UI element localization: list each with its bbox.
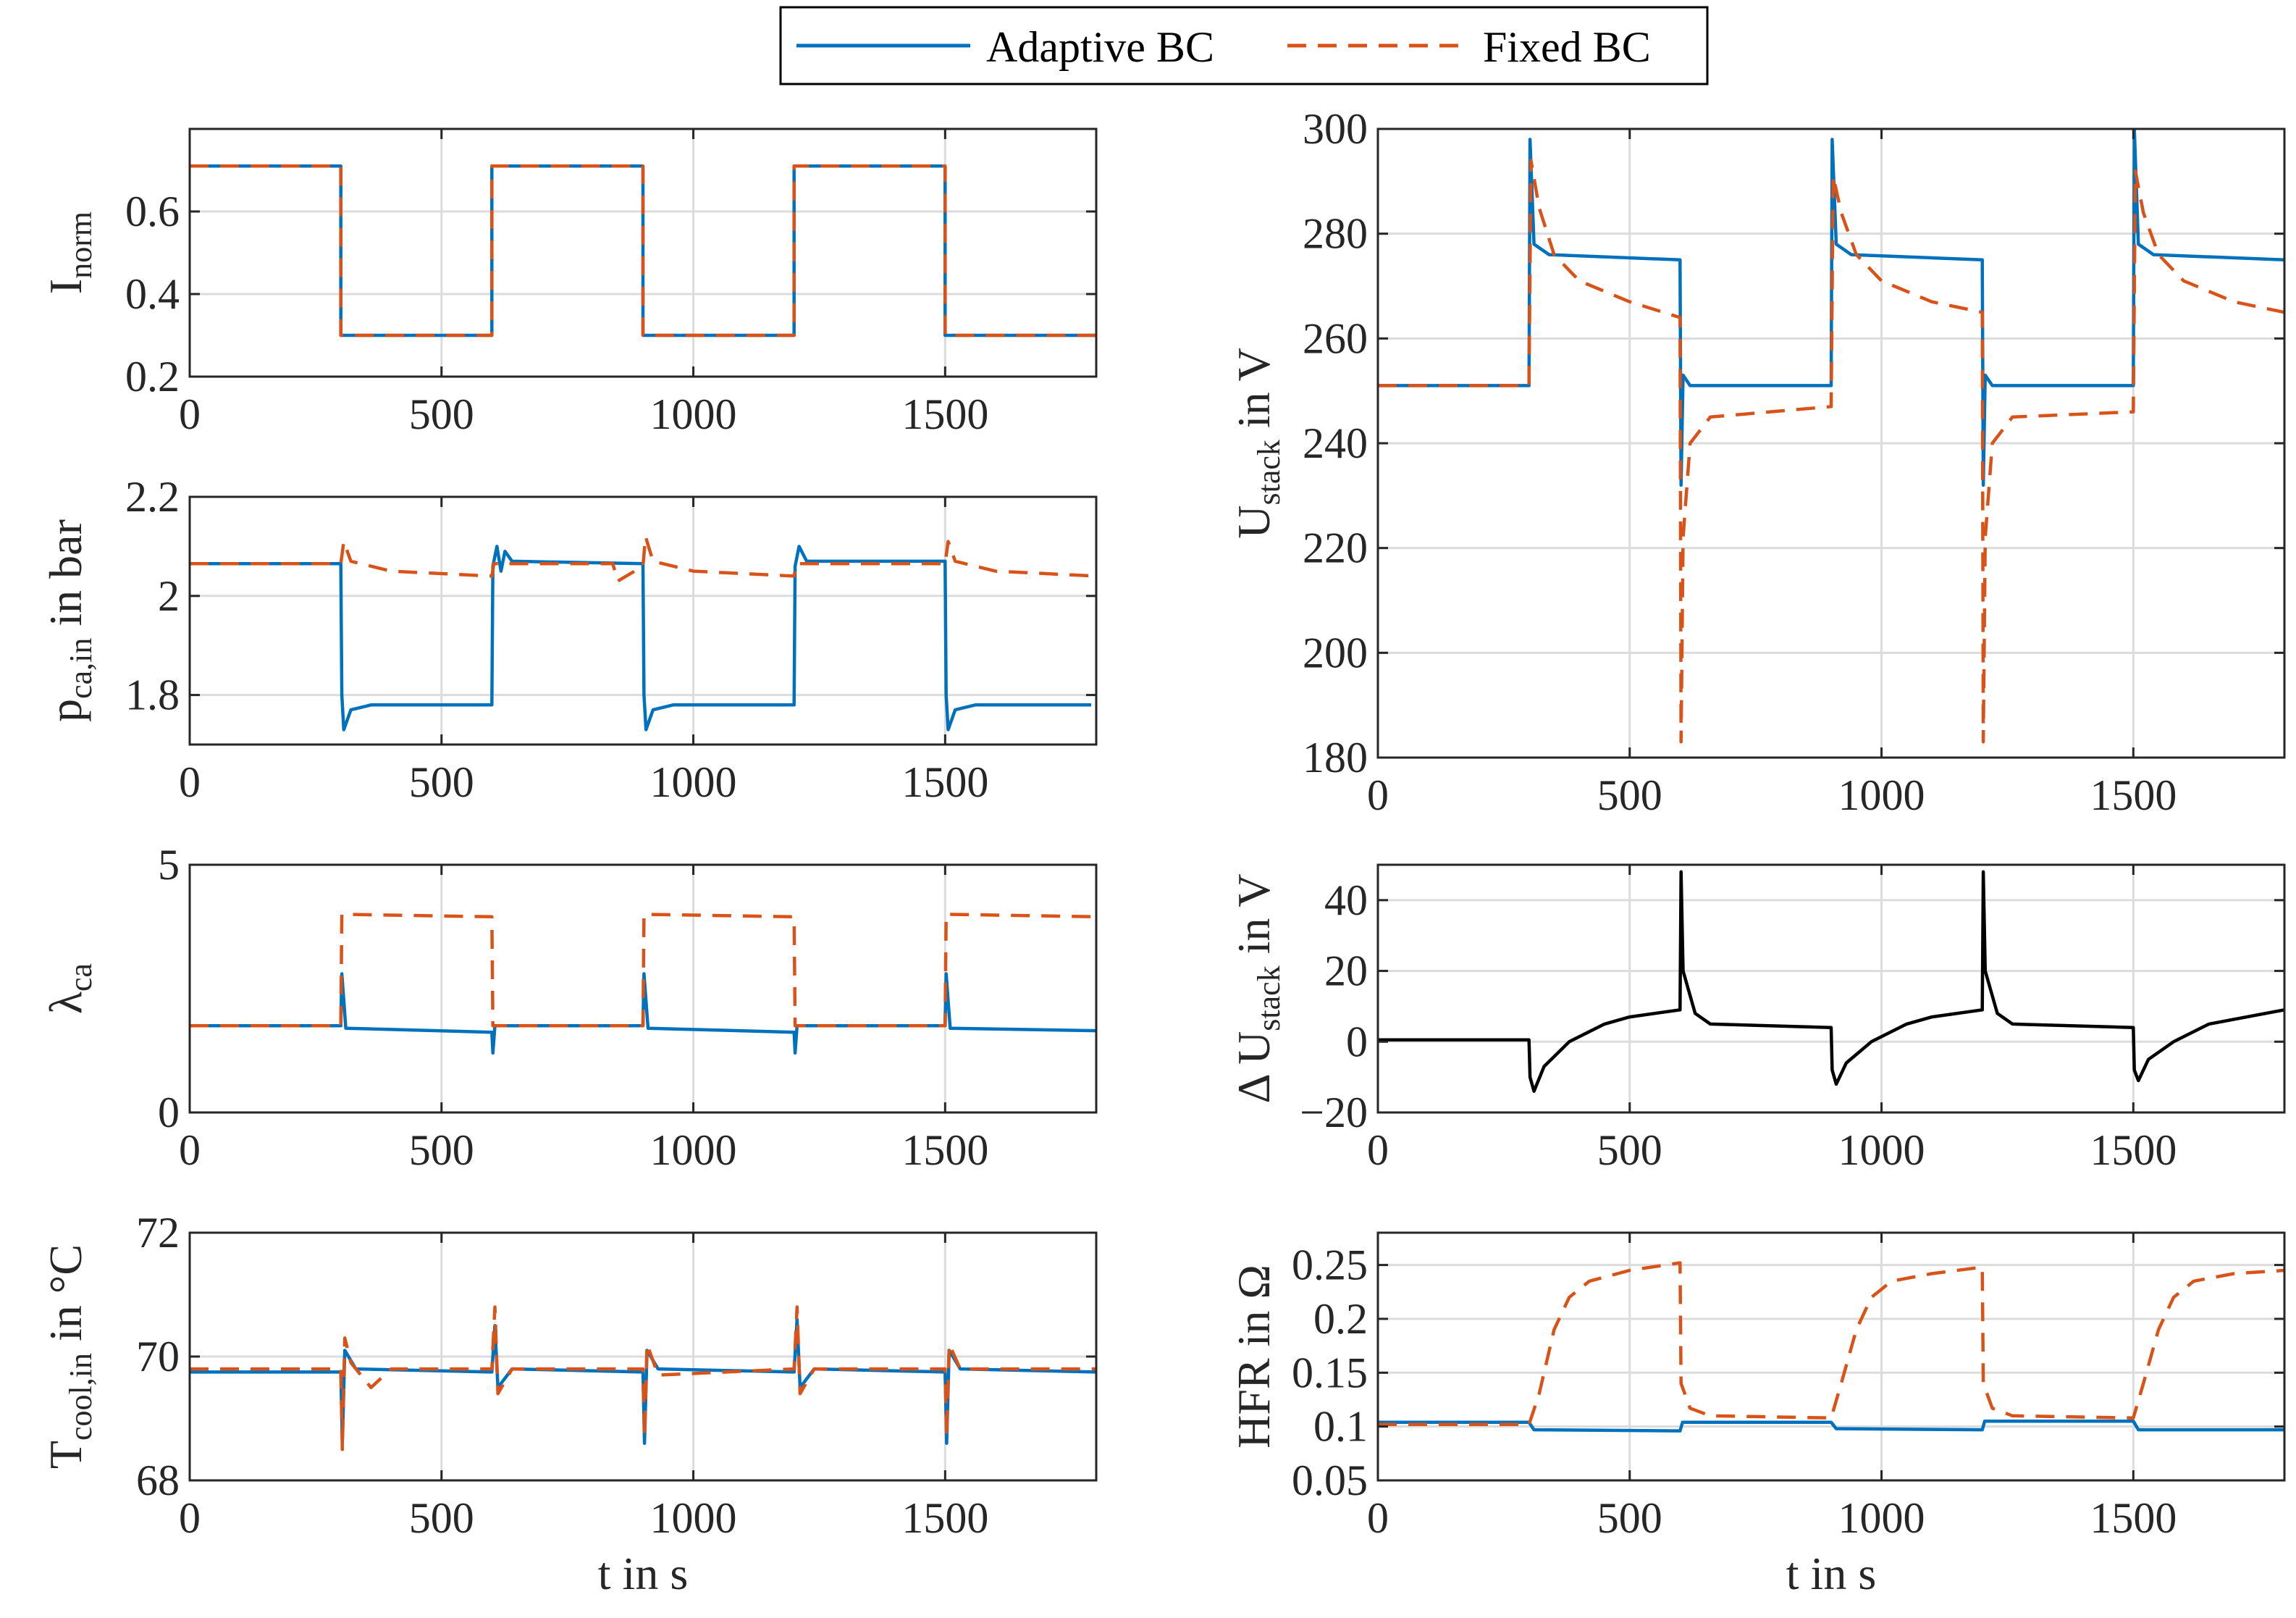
panel-inorm: 0 500 1000 1500 0.2 0.4 0.6 Inorm xyxy=(40,127,1098,438)
y-tick-label: 0.25 xyxy=(1292,1241,1368,1289)
y-tick-label: 180 xyxy=(1303,734,1368,781)
y-tick-label: 0 xyxy=(158,1089,180,1136)
x-tick-label: 500 xyxy=(1597,1494,1662,1542)
x-tick-label: 1500 xyxy=(901,1494,988,1542)
x-tick-label: 1000 xyxy=(650,1494,737,1542)
x-tick-label: 1000 xyxy=(650,1126,737,1174)
x-tick-label: 500 xyxy=(1597,771,1662,819)
y-tick-label: 0.2 xyxy=(125,353,180,401)
y-axis-label: Ustack in V xyxy=(1228,348,1287,538)
y-axis-label: Δ Ustack in V xyxy=(1228,873,1287,1103)
series-line-fixed-bc xyxy=(190,535,1096,583)
y-tick-label: 68 xyxy=(136,1456,180,1504)
axes-box xyxy=(188,495,1098,746)
y-tick-label: 0 xyxy=(1346,1018,1368,1065)
x-tick-label: 0 xyxy=(1367,1126,1389,1174)
y-tick-label: 1.8 xyxy=(125,671,180,719)
x-tick-label: 1000 xyxy=(1838,771,1925,819)
panel-lambda: 0 500 1000 1500 0 5 λca xyxy=(40,841,1098,1174)
x-tick-label: 1500 xyxy=(2090,771,2177,819)
series-line-adaptive-bc xyxy=(1378,1419,2284,1433)
x-tick-label: 500 xyxy=(409,758,474,806)
x-tick-label: 1500 xyxy=(901,758,988,806)
series-line-fixed-bc xyxy=(190,913,1096,1028)
x-axis-label: t in s xyxy=(1786,1548,1876,1599)
x-tick-label: 500 xyxy=(409,390,474,438)
x-tick-label: 0 xyxy=(1367,1494,1389,1542)
y-tick-label: 220 xyxy=(1303,524,1368,572)
y-tick-label: 20 xyxy=(1324,947,1368,995)
x-tick-label: 1000 xyxy=(1838,1494,1925,1542)
y-tick-label: 70 xyxy=(136,1333,180,1380)
x-tick-label: 0 xyxy=(1367,771,1389,819)
y-tick-label: 72 xyxy=(136,1209,180,1257)
x-tick-label: 0 xyxy=(179,758,201,806)
y-tick-label: 280 xyxy=(1303,210,1368,258)
x-tick-label: 1000 xyxy=(650,758,737,806)
y-tick-label: −20 xyxy=(1300,1089,1368,1136)
legend-fixed-label: Fixed BC xyxy=(1483,23,1651,71)
x-tick-label: 1500 xyxy=(2090,1494,2177,1542)
axes-box xyxy=(188,863,1098,1114)
panel-pca: 0 500 1000 1500 1.8 2 2.2 pca,in in bar xyxy=(40,473,1098,806)
x-tick-label: 500 xyxy=(1597,1126,1662,1174)
axes-box xyxy=(1376,1231,2286,1482)
y-axis-label: Inorm xyxy=(40,211,98,294)
y-tick-label: 0.2 xyxy=(1313,1295,1368,1343)
series-line-adaptive-bc xyxy=(190,545,1091,732)
axes-box xyxy=(1376,863,2286,1114)
x-tick-label: 0 xyxy=(179,390,201,438)
y-tick-label: 0.6 xyxy=(125,188,180,235)
y-tick-label: 300 xyxy=(1303,105,1368,153)
legend-adaptive-label: Adaptive BC xyxy=(986,23,1214,71)
y-axis-label: λca xyxy=(40,963,98,1014)
y-tick-label: 240 xyxy=(1303,419,1368,467)
series-line--u xyxy=(1378,870,2284,1093)
x-tick-label: 1000 xyxy=(650,390,737,438)
x-tick-label: 1500 xyxy=(901,1126,988,1174)
y-axis-label: Tcool,in in °C xyxy=(40,1244,98,1469)
x-axis-label: t in s xyxy=(598,1548,688,1599)
y-tick-label: 0.05 xyxy=(1292,1456,1368,1504)
axes-box xyxy=(188,127,1098,378)
x-tick-label: 500 xyxy=(409,1494,474,1542)
plot-area xyxy=(1378,865,2284,1112)
x-tick-label: 500 xyxy=(409,1126,474,1174)
plot-area xyxy=(1378,1233,2284,1480)
y-tick-label: 40 xyxy=(1324,876,1368,924)
y-tick-label: 0.15 xyxy=(1292,1349,1368,1396)
series-line-adaptive-bc xyxy=(190,972,1096,1055)
series-line-fixed-bc xyxy=(1378,1261,2284,1426)
x-tick-label: 0 xyxy=(179,1494,201,1542)
series-line-fixed-bc xyxy=(190,164,1096,338)
y-tick-label: 5 xyxy=(158,841,180,889)
x-tick-label: 1000 xyxy=(1838,1126,1925,1174)
x-tick-label: 1500 xyxy=(901,390,988,438)
y-tick-label: 2.2 xyxy=(125,473,180,521)
y-tick-label: 2 xyxy=(158,572,180,620)
panel-tcool: 0 500 1000 1500 68 70 72 Tcool,in in °C t in s xyxy=(40,1209,1098,1599)
y-tick-label: 200 xyxy=(1303,629,1368,676)
y-tick-label: 260 xyxy=(1303,314,1368,362)
x-tick-label: 1500 xyxy=(2090,1126,2177,1174)
series-line-fixed-bc xyxy=(1378,159,2284,744)
panel-ustack: 0 500 1000 1500 180 200 220 240 260 280 300 Ustack … xyxy=(1228,105,2286,819)
y-tick-label: 0.4 xyxy=(125,270,180,318)
legend: Adaptive BC Fixed BC xyxy=(779,6,1709,85)
y-tick-label: 0.1 xyxy=(1313,1403,1368,1451)
y-axis-label: HFR in Ω xyxy=(1228,1265,1279,1449)
y-axis-label: pca,in in bar xyxy=(40,519,98,722)
x-tick-label: 0 xyxy=(179,1126,201,1174)
panel-hfr: 0 500 1000 1500 0.05 0.1 0.15 0.2 0.25 HFR in Ω t … xyxy=(1228,1231,2286,1599)
